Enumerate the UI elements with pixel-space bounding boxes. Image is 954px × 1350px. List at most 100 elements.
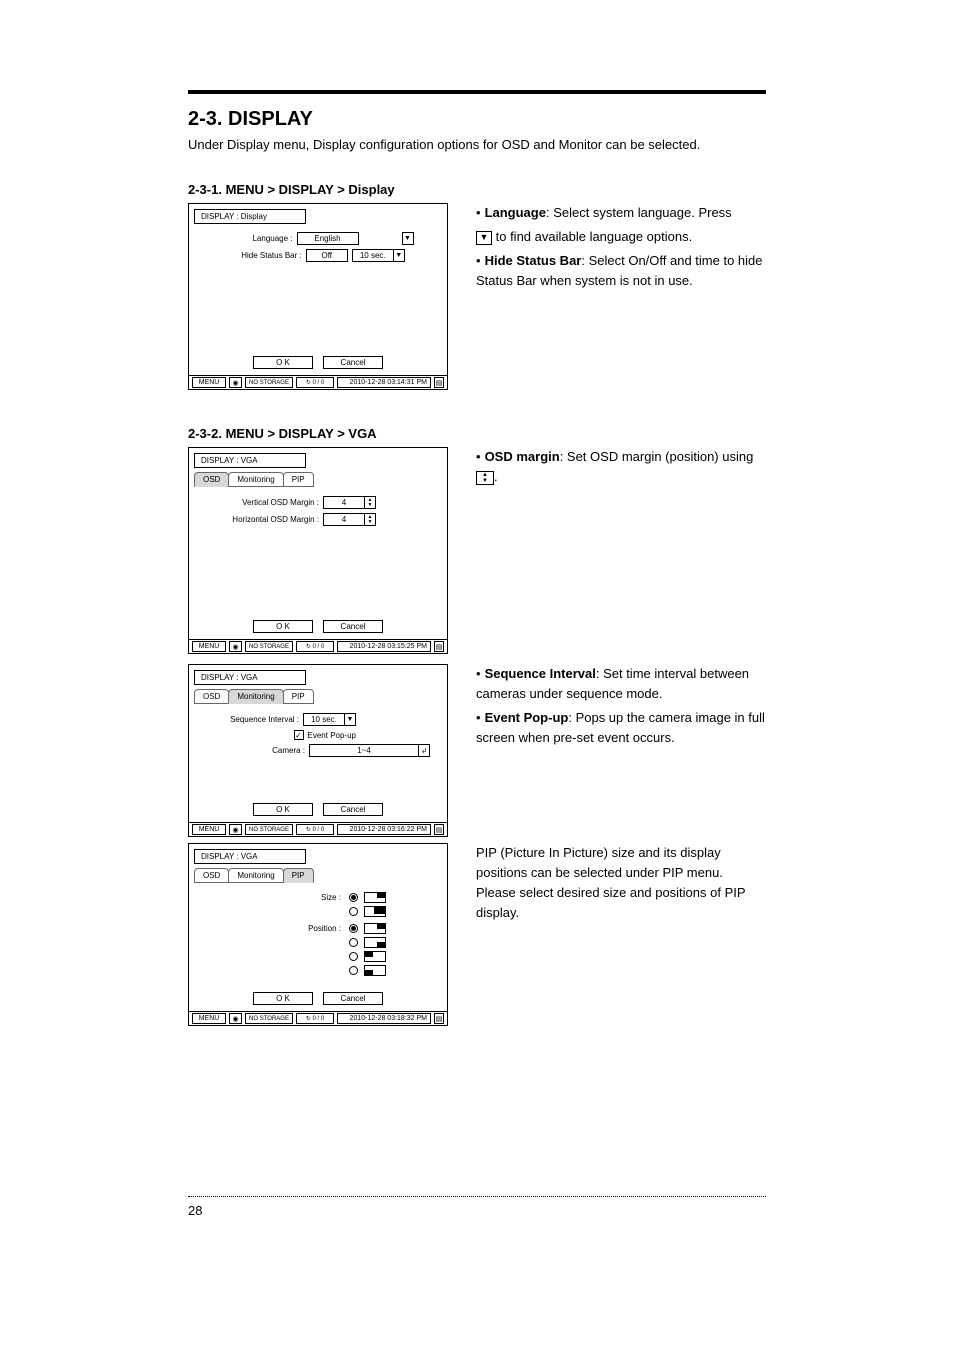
sb-camera-icon: ◉ xyxy=(229,641,242,652)
size-radio-large[interactable] xyxy=(349,907,358,916)
sb-storage: NO STORAGE xyxy=(245,641,293,652)
section2b-row: DISPLAY : VGA OSD Monitoring PIP Sequenc… xyxy=(188,664,766,847)
tab-monitoring[interactable]: Monitoring xyxy=(228,868,283,883)
language-dropdown-icon[interactable]: ▼ xyxy=(402,232,414,245)
cancel-button[interactable]: Cancel xyxy=(323,620,383,633)
position-label: Position : xyxy=(308,924,341,933)
spinner-icon[interactable]: ▲▼ xyxy=(364,513,376,526)
tab-pip[interactable]: PIP xyxy=(283,868,314,883)
term-language: Language xyxy=(485,205,546,220)
text-language: : Select system language. Press xyxy=(546,205,732,220)
section1-desc: •Language: Select system language. Press… xyxy=(476,203,766,296)
pos-radio-4[interactable] xyxy=(349,966,358,975)
status-bar: MENU ◉ NO STORAGE ↻ 0 / 0 2010-12-28 03:… xyxy=(189,375,447,389)
hsb-onoff-field[interactable]: Off xyxy=(306,249,348,262)
hsb-time-field[interactable]: 10 sec. xyxy=(352,249,394,262)
pos-scheme-3 xyxy=(364,951,386,962)
sb-menu[interactable]: MENU xyxy=(192,641,226,652)
panel-title: DISPLAY : VGA xyxy=(194,453,306,468)
page-title: 2-3. DISPLAY xyxy=(188,108,766,131)
sb-end-icon: ▤ xyxy=(434,824,444,835)
vga-pip-panel: DISPLAY : VGA OSD Monitoring PIP Size : xyxy=(188,843,448,1026)
event-popup-label: Event Pop-up xyxy=(308,731,356,740)
sb-misc: ↻ 0 / 0 xyxy=(296,641,334,652)
sb-storage: NO STORAGE xyxy=(245,824,293,835)
pos-radio-3[interactable] xyxy=(349,952,358,961)
sequence-interval-field[interactable]: 10 sec. xyxy=(303,713,345,726)
language-label: Language : xyxy=(252,234,292,243)
sb-menu[interactable]: MENU xyxy=(192,824,226,835)
sb-time: 2010-12-28 03:18:32 PM xyxy=(337,1013,431,1024)
sb-time: 2010-12-28 03:16:22 PM xyxy=(337,824,431,835)
size-label: Size : xyxy=(321,893,341,902)
tab-osd[interactable]: OSD xyxy=(194,472,229,487)
enter-icon[interactable]: ↲ xyxy=(418,744,430,757)
section-heading-1: 2-3-1. MENU > DISPLAY > Display xyxy=(188,182,766,197)
sb-menu[interactable]: MENU xyxy=(192,377,226,388)
section1-row: DISPLAY : Display Language : English ▼ H… xyxy=(188,203,766,400)
pos-scheme-4 xyxy=(364,965,386,976)
cancel-button[interactable]: Cancel xyxy=(323,803,383,816)
term-event-popup: Event Pop-up xyxy=(485,710,569,725)
sequence-interval-label: Sequence Interval : xyxy=(230,715,299,724)
panel-title: DISPLAY : Display xyxy=(194,209,306,224)
sb-misc: ↻ 0 / 0 xyxy=(296,824,334,835)
tab-monitoring[interactable]: Monitoring xyxy=(228,689,283,704)
cancel-button[interactable]: Cancel xyxy=(323,356,383,369)
event-popup-checkbox[interactable]: ✓ xyxy=(294,730,304,740)
section2b-desc: •Sequence Interval: Set time interval be… xyxy=(476,664,766,753)
ok-button[interactable]: O K xyxy=(253,620,313,633)
section2c-row: DISPLAY : VGA OSD Monitoring PIP Size : xyxy=(188,843,766,1036)
horizontal-margin-label: Horizontal OSD Margin : xyxy=(232,515,319,524)
panel-title: DISPLAY : VGA xyxy=(194,670,306,685)
dropdown-icon[interactable]: ▼ xyxy=(344,713,356,726)
cancel-button[interactable]: Cancel xyxy=(323,992,383,1005)
tab-osd[interactable]: OSD xyxy=(194,689,229,704)
pos-radio-2[interactable] xyxy=(349,938,358,947)
pos-scheme-2 xyxy=(364,937,386,948)
status-bar: MENU ◉ NO STORAGE ↻ 0 / 0 2010-12-28 03:… xyxy=(189,1011,447,1025)
section2a-desc: •OSD margin: Set OSD margin (position) u… xyxy=(476,447,766,491)
sb-camera-icon: ◉ xyxy=(229,1013,242,1024)
sb-misc: ↻ 0 / 0 xyxy=(296,377,334,388)
vga-osd-panel: DISPLAY : VGA OSD Monitoring PIP Vertica… xyxy=(188,447,448,654)
text-pip-desc: PIP (Picture In Picture) size and its di… xyxy=(476,843,766,924)
section2a-row: DISPLAY : VGA OSD Monitoring PIP Vertica… xyxy=(188,447,766,664)
text-osd-margin: : Set OSD margin (position) using xyxy=(560,449,754,464)
horizontal-margin-field[interactable]: 4 xyxy=(323,513,365,526)
camera-field[interactable]: 1~4 xyxy=(309,744,419,757)
sb-camera-icon: ◉ xyxy=(229,824,242,835)
camera-label: Camera : xyxy=(272,746,305,755)
tab-pip[interactable]: PIP xyxy=(283,689,314,704)
tab-monitoring[interactable]: Monitoring xyxy=(228,472,283,487)
sb-time: 2010-12-28 03:14:31 PM xyxy=(337,377,431,388)
pos-radio-1[interactable] xyxy=(349,924,358,933)
top-rule xyxy=(188,90,766,94)
sb-end-icon: ▤ xyxy=(434,1013,444,1024)
vertical-margin-field[interactable]: 4 xyxy=(323,496,365,509)
spinner-icon[interactable]: ▲▼ xyxy=(364,496,376,509)
page-number: 28 xyxy=(188,1203,202,1218)
page: 2-3. DISPLAY Under Display menu, Display… xyxy=(0,0,954,1258)
tab-pip[interactable]: PIP xyxy=(283,472,314,487)
vga-monitoring-panel: DISPLAY : VGA OSD Monitoring PIP Sequenc… xyxy=(188,664,448,837)
sb-time: 2010-12-28 03:15:25 PM xyxy=(337,641,431,652)
term-osd-margin: OSD margin xyxy=(485,449,560,464)
text-osd-tail: . xyxy=(494,469,498,484)
section2c-desc: PIP (Picture In Picture) size and its di… xyxy=(476,843,766,928)
ok-button[interactable]: O K xyxy=(253,803,313,816)
size-radio-small[interactable] xyxy=(349,893,358,902)
status-bar: MENU ◉ NO STORAGE ↻ 0 / 0 2010-12-28 03:… xyxy=(189,822,447,836)
hsb-dropdown-icon[interactable]: ▼ xyxy=(393,249,405,262)
tab-osd[interactable]: OSD xyxy=(194,868,229,883)
ok-button[interactable]: O K xyxy=(253,992,313,1005)
status-bar: MENU ◉ NO STORAGE ↻ 0 / 0 2010-12-28 03:… xyxy=(189,639,447,653)
sb-misc: ↻ 0 / 0 xyxy=(296,1013,334,1024)
text-language-tail: to find available language options. xyxy=(492,229,692,244)
term-sequence-interval: Sequence Interval xyxy=(485,666,596,681)
size-scheme-large xyxy=(364,906,386,917)
language-field[interactable]: English xyxy=(297,232,359,245)
ok-button[interactable]: O K xyxy=(253,356,313,369)
sb-menu[interactable]: MENU xyxy=(192,1013,226,1024)
size-scheme-small xyxy=(364,892,386,903)
